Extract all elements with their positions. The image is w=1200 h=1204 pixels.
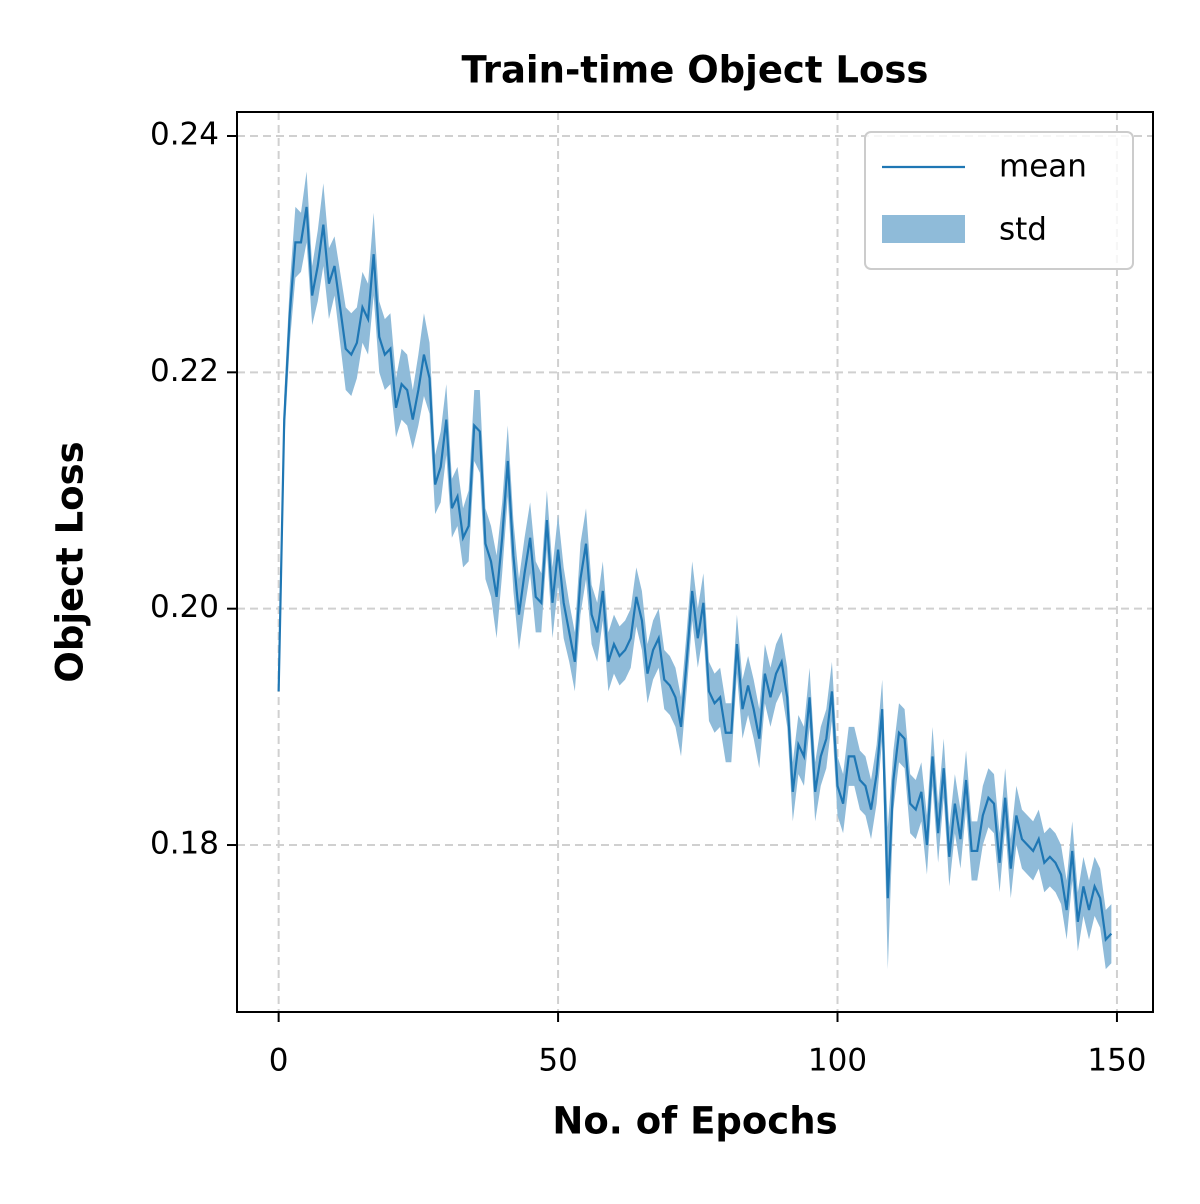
y-tick-label: 0.18 xyxy=(150,826,219,862)
y-tick-label: 0.22 xyxy=(150,353,219,389)
legend-label: mean xyxy=(999,149,1087,185)
legend-swatch xyxy=(882,215,965,243)
mean-line xyxy=(277,206,1113,942)
x-tick-label: 100 xyxy=(808,1043,867,1079)
x-axis-label: No. of Epochs xyxy=(552,1100,837,1143)
x-tick-label: 150 xyxy=(1087,1043,1146,1079)
x-tick-label: 0 xyxy=(269,1043,289,1079)
x-tick-label: 50 xyxy=(538,1043,577,1079)
chart-title: Train-time Object Loss xyxy=(462,49,929,92)
plot-frame xyxy=(236,111,1154,1013)
y-tick-label: 0.20 xyxy=(150,589,219,625)
legend-label: std xyxy=(999,212,1047,248)
y-tick-label: 0.24 xyxy=(150,116,219,152)
y-axis-label: Object Loss xyxy=(49,441,92,682)
